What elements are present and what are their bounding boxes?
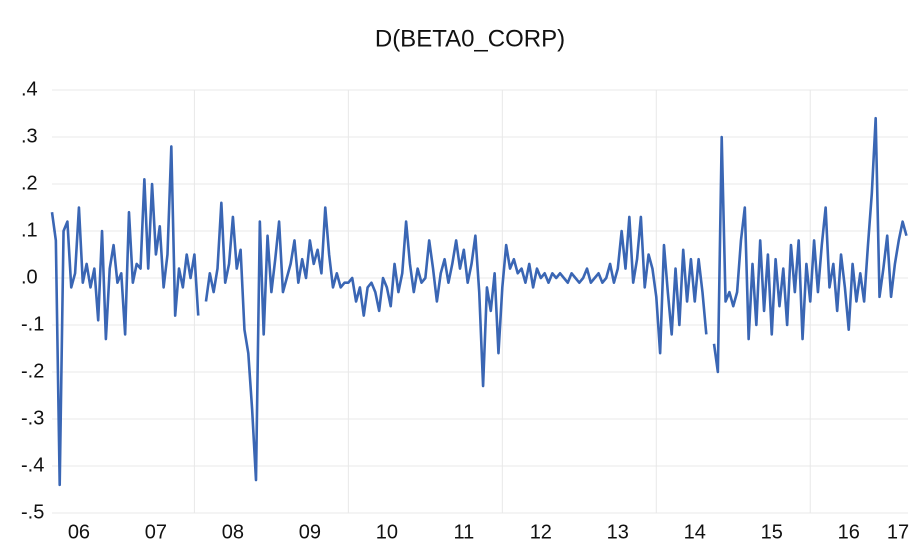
y-tick-label: .3 [21,125,38,147]
y-tick-label: .1 [21,219,38,241]
data-line [50,116,908,487]
x-tick-label: 06 [68,521,90,543]
y-tick-label: .0 [21,266,38,288]
x-tick-label: 12 [530,521,552,543]
y-tick-label: -.4 [21,454,44,476]
x-tick-label: 17 [887,521,909,543]
x-tick-label: 07 [145,521,167,543]
y-tick-label: -.5 [21,501,44,523]
chart-title: D(BETA0_CORP) [375,25,565,52]
y-tick-label: -.2 [21,360,44,382]
x-tick-label: 14 [684,521,706,543]
x-tick-label: 09 [299,521,321,543]
x-tick-label: 16 [838,521,860,543]
y-tick-label: -.1 [21,313,44,335]
x-tick-label: 15 [761,521,783,543]
x-tick-label: 08 [222,521,244,543]
y-tick-label: .4 [21,78,38,100]
y-tick-label: .2 [21,172,38,194]
x-tick-label: 13 [607,521,629,543]
x-tick-label: 10 [376,521,398,543]
x-tick-label: 11 [453,521,474,543]
y-tick-label: -.3 [21,407,44,429]
